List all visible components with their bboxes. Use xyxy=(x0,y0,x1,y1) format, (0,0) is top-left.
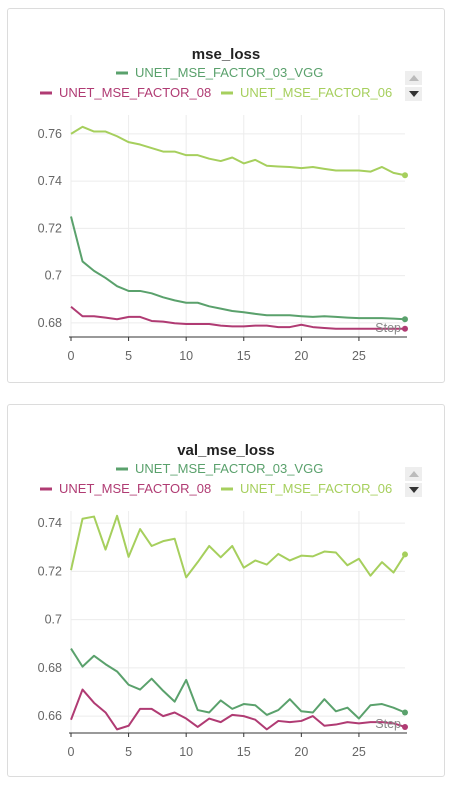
x-axis-label: Step xyxy=(375,321,401,335)
chevron-down-icon xyxy=(408,487,419,493)
series-end-point xyxy=(402,325,408,332)
series-line xyxy=(70,648,406,720)
chart-panel-val-mse-loss: val_mse_loss UNET_MSE_FACTOR_03_VGG UNET_M… xyxy=(7,404,445,777)
x-tick-label: 0 xyxy=(68,745,75,759)
x-tick-label: 0 xyxy=(68,349,75,363)
y-tick-label: 0.66 xyxy=(38,709,62,723)
y-tick-label: 0.76 xyxy=(38,127,62,141)
x-tick-label: 20 xyxy=(294,349,308,363)
chart-panel-mse-loss: mse_loss UNET_MSE_FACTOR_03_VGG UNET_MSE_F… xyxy=(7,8,445,383)
series-end-point xyxy=(402,316,408,323)
x-tick-label: 15 xyxy=(237,349,251,363)
x-tick-label: 25 xyxy=(352,745,366,759)
val-mse-loss-chart: val_mse_loss UNET_MSE_FACTOR_03_VGG UNET_M… xyxy=(38,442,408,759)
series-line xyxy=(70,216,406,321)
legend-scroll-down-button[interactable] xyxy=(405,87,422,101)
chevron-up-icon xyxy=(408,471,419,477)
y-tick-label: 0.74 xyxy=(38,174,62,188)
mse-loss-chart: mse_loss UNET_MSE_FACTOR_03_VGG UNET_MSE_F… xyxy=(38,46,408,363)
legend-scroll-down-button[interactable] xyxy=(405,483,422,497)
series-end-point xyxy=(402,709,408,716)
chart-title: mse_loss xyxy=(192,46,260,63)
series-line xyxy=(70,514,406,579)
legend-label: UNET_MSE_FACTOR_06 xyxy=(240,481,392,496)
x-axis-label: Step xyxy=(375,717,401,731)
x-tick-label: 25 xyxy=(352,349,366,363)
series-line xyxy=(70,305,405,330)
legend-label: UNET_MSE_FACTOR_06 xyxy=(240,85,392,100)
x-tick-label: 10 xyxy=(179,745,193,759)
x-tick-label: 15 xyxy=(237,745,251,759)
series-line xyxy=(70,688,406,731)
x-tick-label: 10 xyxy=(179,349,193,363)
x-tick-label: 5 xyxy=(125,745,132,759)
series-end-point xyxy=(402,551,408,558)
y-tick-label: 0.68 xyxy=(38,661,62,675)
legend-scroll-up-button[interactable] xyxy=(405,467,422,481)
y-tick-label: 0.74 xyxy=(38,516,62,530)
series-line xyxy=(70,125,406,177)
y-tick-label: 0.7 xyxy=(45,613,62,627)
legend-label: UNET_MSE_FACTOR_03_VGG xyxy=(135,65,323,80)
legend-label: UNET_MSE_FACTOR_08 xyxy=(59,481,211,496)
y-tick-label: 0.7 xyxy=(45,269,62,283)
chevron-down-icon xyxy=(408,91,419,97)
legend-label: UNET_MSE_FACTOR_08 xyxy=(59,85,211,100)
y-tick-label: 0.72 xyxy=(38,564,62,578)
chart-title: val_mse_loss xyxy=(177,442,275,459)
legend-scroll-up-button[interactable] xyxy=(405,71,422,85)
x-tick-label: 5 xyxy=(125,349,132,363)
x-tick-label: 20 xyxy=(294,745,308,759)
legend-label: UNET_MSE_FACTOR_03_VGG xyxy=(135,461,323,476)
y-tick-label: 0.72 xyxy=(38,221,62,235)
series-end-point xyxy=(402,723,408,730)
chevron-up-icon xyxy=(408,75,419,81)
y-tick-label: 0.68 xyxy=(38,316,62,330)
series-end-point xyxy=(402,172,408,179)
